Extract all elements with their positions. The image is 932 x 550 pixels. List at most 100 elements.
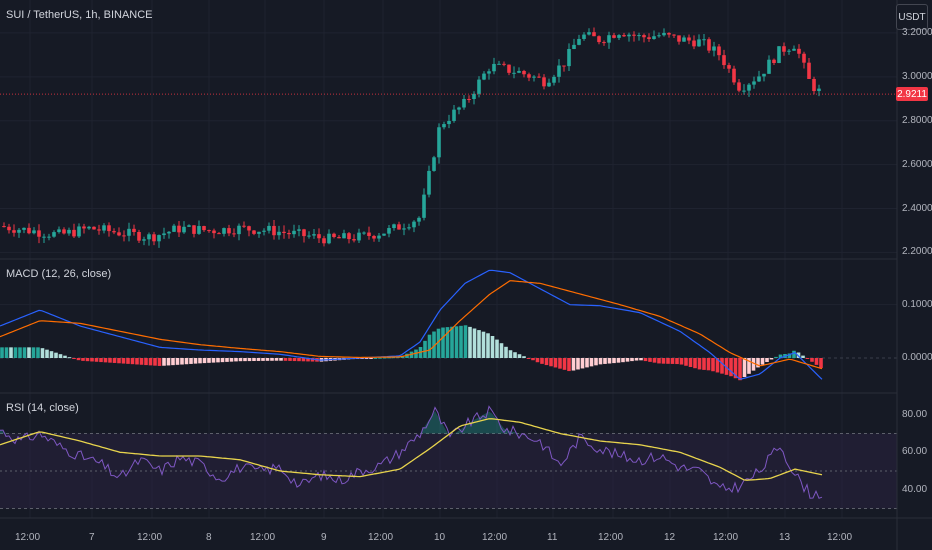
macd-histogram-bar (598, 358, 603, 365)
candle-body (552, 76, 556, 83)
candle-body (457, 107, 461, 110)
candle-body (527, 74, 531, 78)
candle-body (507, 64, 511, 73)
rsi-ma-line (0, 418, 823, 481)
candle-body (87, 226, 91, 229)
macd-histogram-bar (90, 358, 94, 362)
candle-body (267, 225, 271, 231)
macd-histogram-bar (279, 358, 283, 361)
candle-body (157, 235, 161, 242)
macd-histogram-bar (117, 358, 121, 364)
macd-histogram-bar (256, 358, 261, 361)
macd-histogram-bar (252, 358, 256, 362)
candle-body (372, 235, 376, 239)
candle-body (362, 232, 366, 234)
macd-histogram-bar (495, 339, 499, 358)
x-tick-label: 12:00 (482, 532, 508, 543)
candle-body (162, 233, 166, 236)
macd-histogram-bar (265, 358, 270, 361)
candle-body (777, 46, 781, 64)
macd-histogram-bar (382, 357, 387, 359)
candle-body (332, 233, 336, 238)
candle-body (502, 63, 506, 65)
rsi-pane[interactable] (0, 405, 897, 509)
macd-histogram-bar (301, 358, 306, 362)
candle-body (322, 238, 326, 244)
candle-body (357, 232, 361, 241)
macd-histogram-bar (229, 358, 234, 362)
macd-histogram-bar (180, 358, 184, 365)
macd-histogram-bar (760, 358, 765, 365)
macd-pane[interactable] (0, 269, 823, 381)
candle-body (812, 78, 816, 92)
candle-body (347, 233, 351, 240)
candle-body (32, 230, 36, 234)
x-tick-label: 12:00 (713, 532, 739, 543)
candle-body (477, 79, 481, 94)
macd-histogram-bar (522, 356, 526, 358)
price-axis-label: 2.8000 (902, 114, 932, 126)
candle-body (222, 228, 226, 234)
rsi-line (0, 405, 823, 499)
candle-body (622, 35, 626, 37)
macd-histogram-bar (454, 326, 459, 358)
macd-histogram-bar (193, 358, 198, 364)
macd-histogram-bar (369, 358, 373, 359)
rsi-band (0, 433, 897, 509)
macd-histogram-bar (792, 350, 796, 358)
symbol-title[interactable]: SUI / TetherUS, 1h, BINANCE (6, 9, 153, 21)
macd-title[interactable]: MACD (12, 26, close) (6, 268, 112, 280)
candle-body (47, 236, 51, 238)
currency-button[interactable]: USDT (896, 4, 928, 30)
candle-body (12, 230, 16, 233)
macd-histogram-bar (135, 358, 139, 365)
macd-histogram-bar (261, 358, 265, 361)
candle-body (417, 217, 421, 222)
candle-body (62, 229, 66, 234)
candle-body (742, 90, 746, 92)
macd-histogram-bar (360, 358, 364, 359)
candle-body (587, 32, 591, 35)
candle-body (722, 55, 726, 66)
macd-histogram-bar (567, 358, 571, 372)
macd-histogram-bar (103, 358, 108, 363)
candle-body (627, 34, 631, 37)
macd-histogram-bar (562, 358, 567, 370)
price-pane[interactable] (0, 27, 897, 248)
candle-body (272, 225, 276, 236)
macd-histogram-bar (292, 358, 297, 362)
macd-histogram-bar (85, 358, 90, 362)
macd-histogram-bar (576, 358, 580, 370)
rsi-title[interactable]: RSI (14, close) (6, 402, 79, 414)
candle-body (497, 63, 501, 65)
candle-body (697, 39, 701, 47)
macd-histogram-bar (540, 358, 544, 364)
macd-histogram-bar (112, 358, 117, 363)
candle-body (647, 37, 651, 40)
macd-histogram-bar (679, 358, 684, 365)
rsi-axis-label: 80.00 (902, 408, 928, 420)
candle-body (312, 234, 316, 236)
macd-histogram-bar (571, 358, 576, 371)
macd-histogram-bar (643, 358, 648, 362)
macd-histogram-bar (814, 358, 819, 365)
candle-body (817, 88, 821, 92)
macd-histogram-bar (306, 358, 310, 362)
macd-histogram-bar (139, 358, 144, 365)
macd-histogram-bar (274, 358, 279, 361)
macd-histogram-bar (373, 357, 378, 359)
macd-histogram-bar (607, 358, 612, 364)
macd-histogram-bar (648, 358, 652, 362)
candle-body (707, 39, 711, 51)
macd-histogram-bar (720, 358, 724, 374)
x-tick-label: 12 (664, 532, 676, 543)
macd-histogram-bar (36, 347, 40, 358)
candle-body (732, 68, 736, 83)
candle-body (482, 73, 486, 80)
macd-histogram-bar (774, 356, 778, 358)
macd-histogram-bar (697, 358, 702, 370)
candle-body (447, 120, 451, 125)
candle-body (612, 35, 616, 38)
